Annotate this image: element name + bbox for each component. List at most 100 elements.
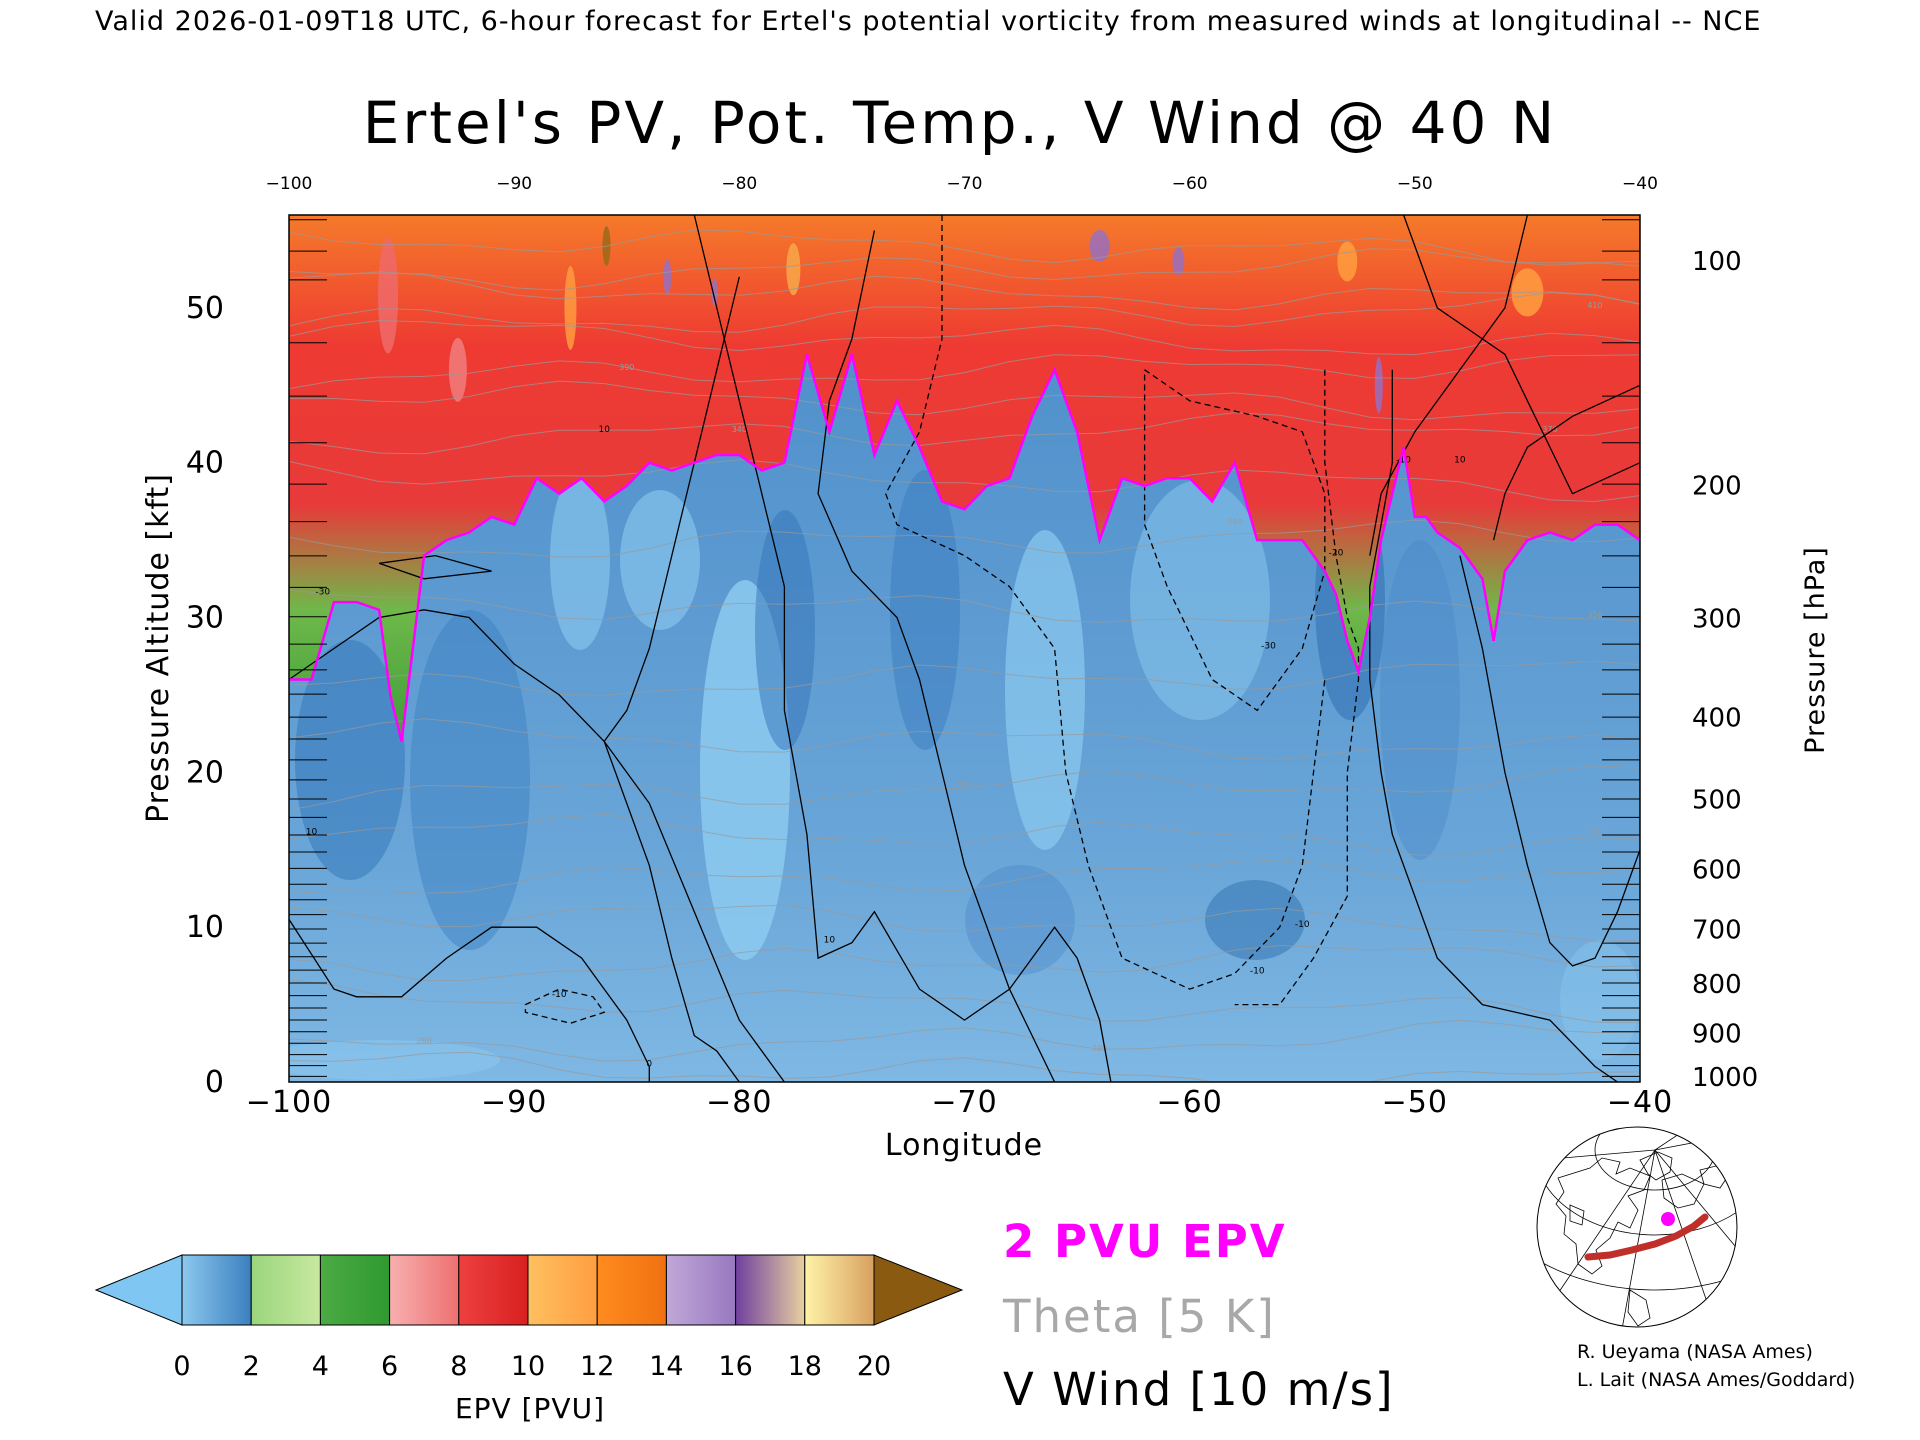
- y-tick-label: 20: [186, 755, 224, 790]
- colorbar-tick-label: 4: [312, 1351, 329, 1382]
- credit-line-2: L. Lait (NASA Ames/Goddard): [1577, 1369, 1855, 1391]
- colorbar-tick-label: 16: [718, 1351, 752, 1382]
- v-wind-contour: [1234, 369, 1360, 1006]
- v-wind-contour: [524, 988, 606, 1024]
- colorbar-tick-label: 18: [788, 1351, 822, 1382]
- colorbar-band: [665, 1254, 737, 1326]
- theta-contour: [289, 944, 1640, 982]
- transect-line: [1584, 1213, 1709, 1261]
- legend-theta: Theta [5 K]: [1002, 1290, 1276, 1343]
- theta-contour: [289, 1019, 1640, 1062]
- v-wind-contour-label: -30: [1261, 642, 1276, 652]
- theta-contour: [289, 271, 1640, 311]
- colorbar-band: [181, 1254, 252, 1326]
- legend-pvu: 2 PVU EPV: [1003, 1215, 1287, 1268]
- v-wind-contour: [817, 230, 1056, 1082]
- colorbar-band: [250, 1254, 321, 1326]
- pressure-tick-label: 500: [1692, 786, 1742, 816]
- pressure-tick-label: 1000: [1692, 1063, 1758, 1093]
- x-tick-label: −50: [1382, 1085, 1448, 1120]
- theta-contour: [289, 660, 1640, 696]
- epv-shading: [289, 470, 1640, 1080]
- y-axis-label: Pressure Altitude [kft]: [141, 473, 176, 823]
- theta-contour: [289, 813, 1640, 856]
- theta-contour: [289, 765, 1640, 811]
- theta-contour-label: 350: [1587, 611, 1602, 620]
- x-tick-label: −70: [931, 1085, 997, 1120]
- theta-contour: [289, 718, 1640, 760]
- theta-contour-label: 320: [957, 781, 972, 790]
- colorbar-label: EPV [PVU]: [455, 1392, 605, 1425]
- x-tick-label: −40: [1607, 1085, 1673, 1120]
- colorbar-tick-label: 20: [857, 1351, 891, 1382]
- pressure-axis-label: Pressure [hPa]: [1800, 546, 1831, 754]
- v-wind-contour-label: -10: [552, 990, 567, 1000]
- v-wind-contour: [884, 215, 1326, 990]
- theta-contour: [289, 979, 1640, 1024]
- v-wind-contour: [603, 276, 740, 1082]
- v-wind-contour: [1369, 369, 1618, 1082]
- x-axis: −100 −100 −90 −90 −80 −80 −70 −70 −60 −60 −50 −50 −4…: [246, 174, 1673, 1120]
- v-wind-contour: [1492, 384, 1640, 541]
- v-wind-contour: [378, 554, 492, 580]
- colorbar-band: [804, 1254, 875, 1326]
- theta-contour-label: 410: [1587, 301, 1602, 310]
- v-wind-contour-label: -20: [1329, 549, 1344, 559]
- two-pvu-contour: [289, 353, 1640, 742]
- v-wind-contour: [1402, 215, 1640, 495]
- x-top-tick-label: −80: [721, 174, 757, 194]
- theta-contour: [289, 459, 1640, 503]
- theta-contour-label: 290: [1092, 1044, 1107, 1053]
- v-wind-contour-label: 10: [599, 425, 611, 435]
- theta-contour: [289, 589, 1640, 623]
- theta-contour: [289, 229, 1640, 266]
- colorbar: 0 2 4 6 8 10 12 14 16 18 20: [94, 1254, 964, 1382]
- theta-contour-label: 340: [1227, 518, 1242, 527]
- plot-area: 280 290 320 340 350 340 370 410 390 310 10 0 10 -10 -…: [288, 214, 1641, 1083]
- colorbar-tick-label: 10: [511, 1351, 545, 1382]
- chart-title: Ertel's PV, Pot. Temp., V Wind @ 40 N: [363, 89, 1557, 157]
- theta-contour-label: 370: [1542, 425, 1557, 434]
- x-tick-label: −100: [246, 1085, 332, 1120]
- pressure-tick-label: 600: [1692, 855, 1742, 885]
- colorbar-band: [319, 1254, 391, 1326]
- credit-line-1: R. Ueyama (NASA Ames): [1577, 1341, 1813, 1363]
- x-top-tick-label: −40: [1622, 174, 1658, 194]
- colorbar-band: [596, 1254, 667, 1326]
- stratosphere-fill: [289, 215, 1640, 742]
- theta-contour-label: 310: [1587, 827, 1602, 836]
- x-top-tick-label: −100: [266, 174, 313, 194]
- colorbar-tick-label: 8: [450, 1351, 467, 1382]
- legend-vwind: V Wind [10 m/s]: [1003, 1363, 1395, 1416]
- theta-contour: [289, 320, 1640, 356]
- y-tick-label: 10: [186, 910, 224, 945]
- x-top-tick-label: −50: [1397, 174, 1433, 194]
- x-tick-label: −60: [1157, 1085, 1223, 1120]
- pressure-tick-label: 400: [1692, 704, 1742, 734]
- colorbar-under-arrow: [94, 1254, 183, 1326]
- v-wind-contour-label: 10: [824, 936, 836, 946]
- x-top-tick-label: −90: [496, 174, 532, 194]
- v-wind-contour-label: -30: [315, 587, 330, 597]
- x-tick-label: −80: [706, 1085, 772, 1120]
- theta-contour: [289, 1051, 1640, 1082]
- theta-contour-label: 280: [416, 1036, 431, 1045]
- colorbar-over-arrow: [873, 1254, 964, 1326]
- theta-contour-label: 340: [732, 425, 747, 434]
- theta-contour: [289, 292, 1640, 333]
- v-wind-contour-label: 10: [1454, 456, 1466, 466]
- y-tick-label: 30: [186, 601, 224, 636]
- theta-contour: [289, 904, 1640, 942]
- theta-contour: [289, 248, 1640, 291]
- colorbar-tick-label: 12: [580, 1351, 614, 1382]
- theta-contour-label: 390: [619, 363, 634, 372]
- x-top-tick-label: −70: [947, 174, 983, 194]
- v-wind-contour-label: 10: [306, 827, 318, 837]
- pressure-tick-label: 900: [1692, 1019, 1742, 1049]
- theta-contour: [289, 519, 1640, 558]
- theta-contour: [289, 412, 1640, 455]
- colorbar-tick-label: 0: [173, 1351, 190, 1382]
- pressure-tick-label: 100: [1692, 247, 1742, 277]
